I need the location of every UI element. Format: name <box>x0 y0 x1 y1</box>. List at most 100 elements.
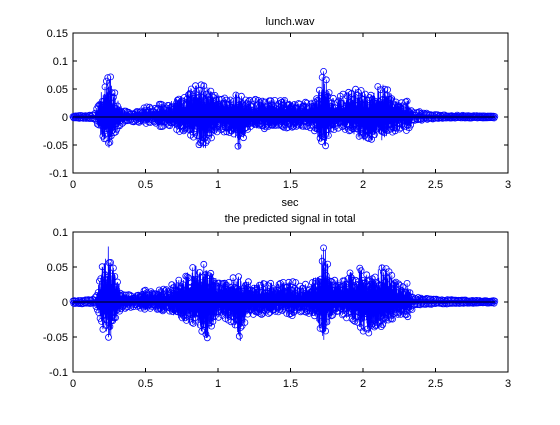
bottom-signal-marker <box>338 286 346 294</box>
bottom-signal-marker <box>352 308 360 315</box>
bottom-signal-marker <box>302 280 309 288</box>
top-signal-marker <box>344 120 352 127</box>
bottom-signal-marker <box>377 323 385 331</box>
top-signal-marker <box>176 128 183 135</box>
top-signal-marker <box>111 89 119 97</box>
top-signal-marker <box>250 97 258 104</box>
top-signal-marker <box>169 119 176 127</box>
bottom-signal-marker <box>362 310 370 318</box>
bottom-signal-marker <box>176 306 183 314</box>
bottom-signal-marker <box>343 284 351 292</box>
top-signal-marker <box>233 103 241 111</box>
bottom-signal-marker <box>114 278 121 286</box>
top-xtick-label: 0.5 <box>138 179 153 191</box>
top-signal-marker <box>393 124 401 132</box>
top-signal-marker <box>237 129 245 136</box>
top-signal-marker <box>290 123 298 130</box>
bottom-signal-marker <box>244 278 252 286</box>
bottom-signal-marker <box>379 321 387 329</box>
top-signal-marker <box>98 122 105 129</box>
bottom-signal-marker <box>357 267 365 275</box>
bottom-signal-marker <box>287 310 295 317</box>
bottom-signal-marker <box>403 279 411 287</box>
bottom-signal-marker <box>268 286 276 294</box>
top-signal-marker <box>370 131 378 139</box>
bottom-signal-marker <box>295 291 302 299</box>
bottom-xtick-label: 2.5 <box>428 378 443 390</box>
top-signal-marker <box>421 111 429 119</box>
top-signal-marker <box>313 95 321 102</box>
top-signal-marker <box>143 103 151 111</box>
bottom-signal-marker <box>235 332 243 340</box>
top-signal-marker <box>384 86 392 94</box>
bottom-signal-marker <box>241 319 249 326</box>
bottom-signal-marker <box>215 313 222 321</box>
top-signal-marker <box>91 109 99 117</box>
bottom-signal-marker <box>92 303 100 311</box>
top-signal-marker <box>249 107 257 114</box>
bottom-signal-marker <box>271 287 279 294</box>
bottom-signal-marker <box>377 282 385 290</box>
top-xtick-label: 2 <box>360 179 366 191</box>
top-signal-marker <box>187 85 195 93</box>
top-ytick-label: 0.1 <box>53 56 68 68</box>
bottom-signal-marker <box>100 311 108 319</box>
top-signal-marker <box>203 136 211 144</box>
bottom-signal-marker <box>196 321 204 329</box>
top-signal-marker <box>103 77 110 85</box>
top-signal-marker <box>254 97 262 104</box>
bottom-xtick-label: 0.5 <box>138 378 153 390</box>
bottom-signal-marker <box>316 324 324 332</box>
top-signal-marker <box>136 109 144 116</box>
top-signal-marker <box>110 93 117 101</box>
bottom-signal-marker <box>98 263 106 271</box>
bottom-signal-marker <box>112 282 120 290</box>
top-signal-marker <box>402 98 410 106</box>
bottom-signal-marker <box>234 316 242 324</box>
top-signal-marker <box>105 139 112 147</box>
top-signal-marker <box>223 128 231 136</box>
top-signal-marker <box>349 96 357 104</box>
bottom-signal-marker <box>391 279 399 287</box>
bottom-signal-marker <box>267 279 275 287</box>
bottom-signal-marker <box>209 318 217 325</box>
top-signal-marker <box>334 99 341 106</box>
top-signal-marker <box>377 86 385 94</box>
bottom-signal-marker <box>227 318 235 326</box>
top-signal-marker <box>231 126 239 134</box>
top-signal-marker <box>108 89 116 97</box>
top-signal-marker <box>104 74 112 81</box>
top-signal-marker <box>353 92 361 99</box>
subplot-bottom-title: the predicted signal in total <box>225 213 356 225</box>
top-signal-markers <box>69 68 499 150</box>
top-signal-marker <box>352 125 360 132</box>
top-signal-marker <box>194 132 202 140</box>
bottom-signal-marker <box>94 289 102 296</box>
subplot-bottom-plot-area: 0 0.5 1 1.5 2 2.5 3 -0.1 -0.05 0 0.05 0.1 <box>43 227 511 390</box>
bottom-signal-marker <box>104 273 112 281</box>
bottom-signal-marker <box>175 276 183 284</box>
bottom-xtick-label: 1 <box>215 378 221 390</box>
bottom-signal-marker <box>402 311 410 319</box>
top-ytick-label: -0.05 <box>43 140 68 152</box>
top-signal-marker <box>100 135 108 143</box>
bottom-signal-marker <box>237 324 245 331</box>
top-signal-marker <box>102 126 110 134</box>
bottom-signal-marker <box>254 289 262 296</box>
top-signal-marker <box>234 142 242 150</box>
bottom-signal-marker <box>272 307 279 315</box>
top-signal-marker <box>270 117 278 125</box>
bottom-signal-marker <box>366 319 374 327</box>
top-signal-marker <box>333 120 341 127</box>
top-signal-marker <box>289 105 297 113</box>
bottom-signal-marker <box>108 272 116 280</box>
bottom-ytick-label: -0.05 <box>43 332 68 344</box>
top-ytick-label: 0.05 <box>47 84 68 96</box>
top-signal-marker <box>190 95 198 102</box>
bottom-signal-marker <box>393 309 401 317</box>
bottom-signal-marker <box>329 311 337 319</box>
top-signal-marker <box>222 96 230 104</box>
bottom-signal-marker <box>202 330 210 338</box>
bottom-signal-marker <box>193 275 201 283</box>
